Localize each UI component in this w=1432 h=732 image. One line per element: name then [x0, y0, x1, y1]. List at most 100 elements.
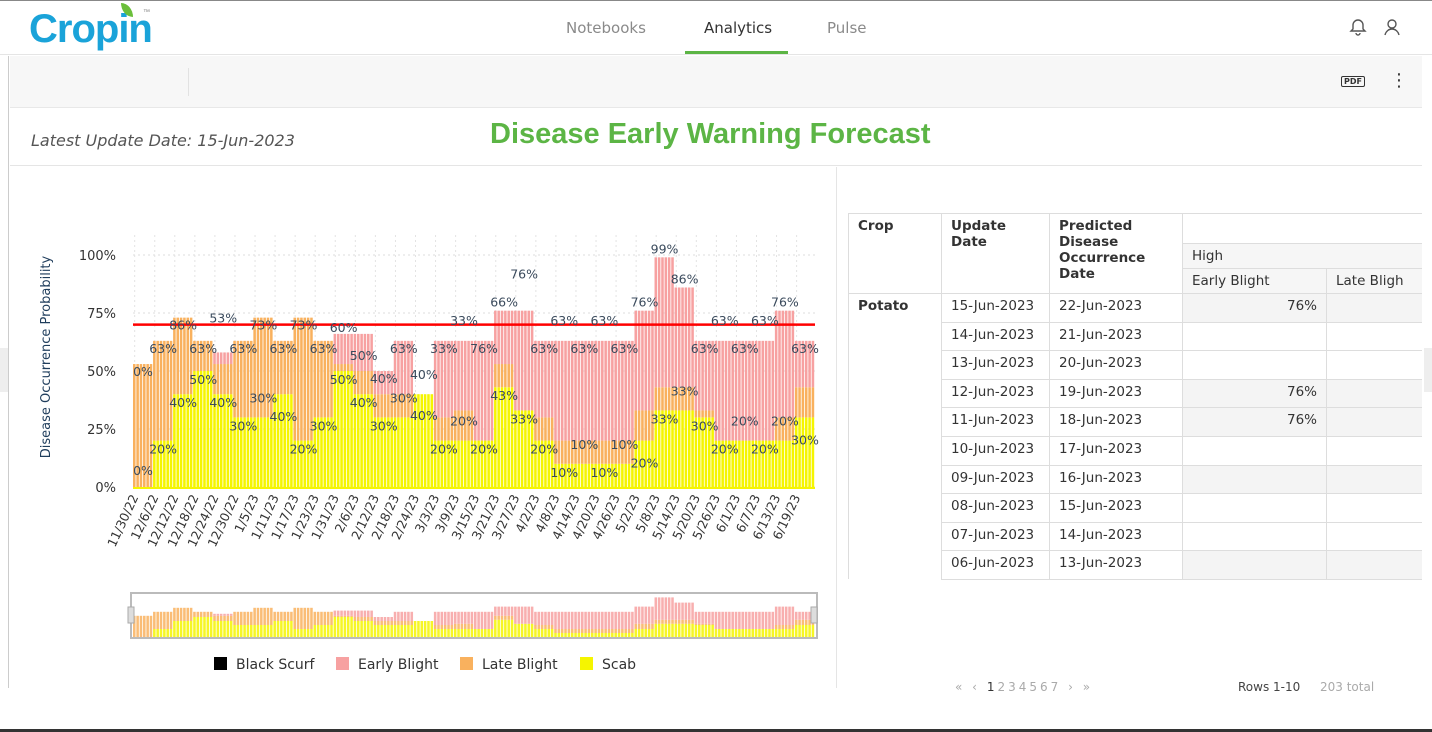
navigator-bar — [654, 623, 658, 637]
user-icon[interactable] — [1382, 17, 1402, 37]
navigator-bar — [570, 633, 574, 637]
bar-late-blight — [574, 440, 577, 464]
bar-scab — [624, 463, 627, 487]
bar-scab — [808, 417, 811, 487]
bar-scab — [440, 440, 444, 487]
bar-late-blight — [778, 417, 781, 441]
navigator-bar — [788, 629, 791, 637]
page-7[interactable]: 7 — [1050, 680, 1062, 694]
bar-scab — [788, 440, 791, 487]
bar-scab — [584, 463, 587, 487]
bar-scab — [654, 410, 658, 487]
navigator-bar — [614, 629, 617, 633]
navigator-bar — [734, 629, 738, 637]
page-2[interactable]: 2 — [997, 680, 1009, 694]
right-collapse-handle[interactable] — [1424, 348, 1432, 392]
navigator-bar — [169, 629, 173, 637]
navigator-bar — [310, 629, 313, 637]
bar-scab — [560, 463, 564, 487]
navigator-bar — [283, 621, 286, 637]
legend-item-early-blight[interactable]: Early Blight — [358, 657, 439, 673]
bar-early-blight — [484, 340, 487, 441]
navigator-bar — [547, 625, 551, 629]
data-label: 30% — [310, 418, 338, 433]
navigator-handle-left[interactable] — [127, 606, 135, 624]
page-1[interactable]: 1 — [986, 680, 998, 694]
tab-notebooks[interactable]: Notebooks — [566, 19, 646, 37]
page-5[interactable]: 5 — [1029, 680, 1041, 694]
navigator-bar — [213, 613, 216, 616]
navigator-handle-right[interactable] — [810, 606, 818, 624]
navigator-bar — [677, 602, 681, 620]
navigator-bar — [353, 621, 357, 637]
bell-icon[interactable] — [1348, 17, 1368, 37]
bar-late-blight — [774, 417, 778, 441]
header-crop: Crop — [848, 213, 942, 294]
navigator-bar — [651, 606, 654, 624]
header-early-blight: Early Blight — [1182, 268, 1327, 294]
bar-scab — [417, 394, 420, 487]
navigator-bar — [246, 611, 250, 625]
pdf-export-button[interactable]: PDF — [1341, 76, 1365, 87]
page-3[interactable]: 3 — [1008, 680, 1019, 694]
tab-pulse[interactable]: Pulse — [827, 19, 867, 37]
data-label: 73% — [290, 318, 318, 333]
first-page-button[interactable]: « — [955, 680, 966, 694]
bar-early-blight — [213, 352, 216, 365]
navigator-bar — [340, 615, 343, 617]
left-collapse-handle[interactable] — [0, 348, 8, 392]
navigator-bar — [591, 629, 594, 633]
bar-scab — [166, 440, 169, 487]
legend-item-black-scurf[interactable]: Black Scurf — [236, 657, 316, 673]
navigator-bar — [517, 606, 521, 624]
predicted-date-cell: 13-Jun-2023 — [1049, 550, 1183, 580]
navigator-bar — [667, 623, 671, 637]
navigator-bar — [510, 606, 514, 616]
navigator-bar — [143, 615, 146, 637]
bar-early-blight — [363, 333, 367, 371]
bar-scab — [333, 371, 337, 487]
header-predicted-date: Predicted Disease Occurrence Date — [1049, 213, 1183, 294]
page-6[interactable]: 6 — [1040, 680, 1051, 694]
navigator-bar — [504, 615, 507, 620]
navigator-bar — [387, 621, 390, 625]
navigator-bar — [437, 611, 440, 625]
data-label: 86% — [169, 318, 197, 333]
navigator-bar — [216, 615, 220, 621]
trademark: ™ — [143, 9, 150, 16]
navigator-bar — [597, 611, 601, 629]
bar-late-blight — [791, 417, 795, 441]
kebab-icon[interactable]: ⋮ — [1390, 70, 1408, 91]
navigator-bar — [550, 625, 554, 629]
page-4[interactable]: 4 — [1018, 680, 1030, 694]
navigator-bar — [601, 633, 604, 637]
navigator-bar — [159, 629, 163, 637]
bar-scab — [283, 394, 286, 487]
navigator-bar — [751, 611, 755, 629]
data-label: 63% — [310, 341, 338, 356]
bar-early-blight — [383, 371, 387, 395]
last-page-button[interactable]: » — [1082, 680, 1094, 694]
navigator-bar — [524, 606, 527, 624]
bar-late-blight — [263, 317, 266, 418]
navigator-bar — [320, 611, 323, 625]
prev-page-button[interactable]: ‹ — [972, 680, 980, 694]
cropin-logo[interactable]: Cropin ™ — [29, 3, 153, 52]
bar-early-blight — [367, 333, 370, 371]
legend-item-late-blight[interactable]: Late Blight — [482, 657, 558, 673]
tab-analytics[interactable]: Analytics — [704, 19, 773, 37]
navigator-bar — [510, 619, 514, 637]
navigator-bar — [507, 606, 510, 616]
navigator-bar — [811, 625, 815, 637]
navigator-bar — [346, 617, 350, 637]
bar-scab — [300, 440, 303, 487]
navigator-bar — [544, 611, 547, 625]
bar-late-blight — [534, 417, 537, 441]
bar-scab — [627, 463, 631, 487]
bar-early-blight — [447, 340, 450, 418]
navigator-bar — [226, 615, 230, 621]
navigator-bar — [784, 606, 788, 625]
next-page-button[interactable]: › — [1068, 680, 1076, 694]
navigator-bar — [741, 611, 744, 629]
legend-item-scab[interactable]: Scab — [602, 657, 636, 673]
